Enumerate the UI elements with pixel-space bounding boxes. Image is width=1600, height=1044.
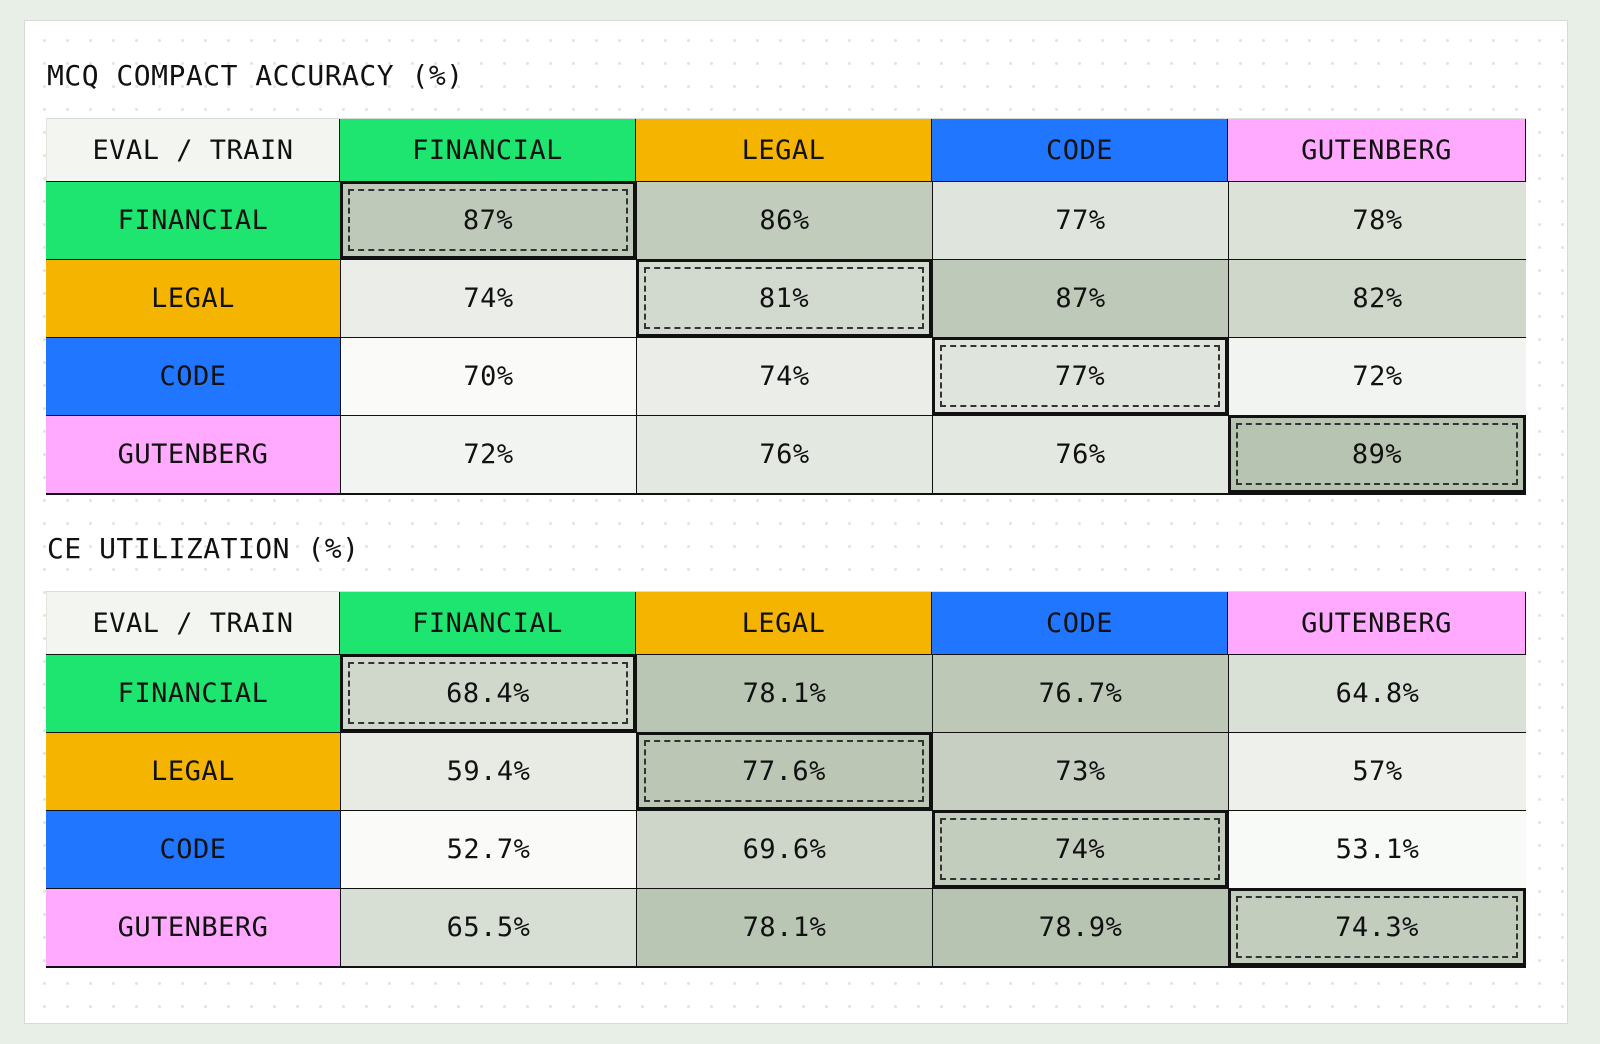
heatmap-cell: 59.4% — [340, 732, 636, 810]
column-header-code: CODE — [932, 592, 1228, 654]
heatmap-cell: 72% — [1228, 337, 1526, 415]
column-header-gutenberg: GUTENBERG — [1228, 592, 1526, 654]
heatmap-cell: 78% — [1228, 181, 1526, 259]
heatmap-cell: 72% — [340, 415, 636, 493]
heatmap-cell: 70% — [340, 337, 636, 415]
column-header-code: CODE — [932, 119, 1228, 181]
heatmap-cell: 74% — [932, 810, 1228, 888]
accuracy-heatmap: EVAL / TRAIN FINANCIAL LEGAL CODE GUTENBERG F… — [46, 118, 1526, 495]
figure-panel: MCQ COMPACT ACCURACY (%) EVAL / TRAIN FIN… — [24, 20, 1568, 1024]
row-label-code: CODE — [46, 810, 340, 888]
row-label-gutenberg: GUTENBERG — [46, 415, 340, 493]
heatmap-cell: 57% — [1228, 732, 1526, 810]
column-header-gutenberg: GUTENBERG — [1228, 119, 1526, 181]
heatmap-cell: 52.7% — [340, 810, 636, 888]
column-header-legal: LEGAL — [636, 119, 932, 181]
row-label-financial: FINANCIAL — [46, 654, 340, 732]
heatmap-cell: 77% — [932, 181, 1228, 259]
heatmap-cell: 65.5% — [340, 888, 636, 966]
heatmap-cell: 78.1% — [636, 654, 932, 732]
heatmap-cell: 76% — [932, 415, 1228, 493]
heatmap-cell: 81% — [636, 259, 932, 337]
row-label-code: CODE — [46, 337, 340, 415]
heatmap-cell: 73% — [932, 732, 1228, 810]
heatmap-cell: 69.6% — [636, 810, 932, 888]
row-label-financial: FINANCIAL — [46, 181, 340, 259]
heatmap-cell: 74.3% — [1228, 888, 1526, 966]
heatmap-cell: 87% — [932, 259, 1228, 337]
heatmap-cell: 68.4% — [340, 654, 636, 732]
heatmap-cell: 86% — [636, 181, 932, 259]
accuracy-title: MCQ COMPACT ACCURACY (%) — [47, 59, 464, 92]
heatmap-cell: 78.1% — [636, 888, 932, 966]
column-header-financial: FINANCIAL — [340, 119, 636, 181]
heatmap-cell: 76% — [636, 415, 932, 493]
heatmap-cell: 74% — [340, 259, 636, 337]
row-label-legal: LEGAL — [46, 732, 340, 810]
corner-label: EVAL / TRAIN — [46, 119, 340, 181]
utilization-heatmap: EVAL / TRAIN FINANCIAL LEGAL CODE GUTENBERG F… — [46, 591, 1526, 968]
row-label-gutenberg: GUTENBERG — [46, 888, 340, 966]
heatmap-cell: 74% — [636, 337, 932, 415]
row-label-legal: LEGAL — [46, 259, 340, 337]
heatmap-cell: 82% — [1228, 259, 1526, 337]
heatmap-cell: 76.7% — [932, 654, 1228, 732]
utilization-title: CE UTILIZATION (%) — [47, 532, 360, 565]
heatmap-cell: 78.9% — [932, 888, 1228, 966]
heatmap-cell: 77.6% — [636, 732, 932, 810]
heatmap-cell: 89% — [1228, 415, 1526, 493]
heatmap-cell: 77% — [932, 337, 1228, 415]
heatmap-cell: 53.1% — [1228, 810, 1526, 888]
column-header-legal: LEGAL — [636, 592, 932, 654]
heatmap-cell: 64.8% — [1228, 654, 1526, 732]
heatmap-cell: 87% — [340, 181, 636, 259]
corner-label: EVAL / TRAIN — [46, 592, 340, 654]
column-header-financial: FINANCIAL — [340, 592, 636, 654]
